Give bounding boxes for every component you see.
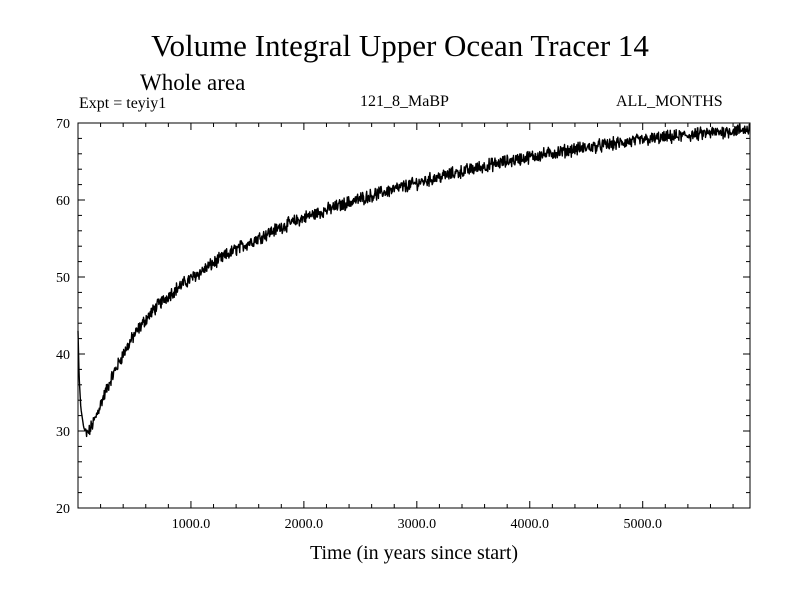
y-tick-label: 30 bbox=[56, 425, 70, 440]
plot-frame bbox=[77, 122, 751, 509]
y-tick-label: 60 bbox=[56, 194, 70, 209]
series-line bbox=[77, 123, 751, 438]
experiment-label: Expt = teyiy1 bbox=[79, 95, 167, 112]
chart-subtitle: Whole area bbox=[140, 70, 246, 95]
y-tick-label: 50 bbox=[56, 271, 70, 286]
x-tick-label: 5000.0 bbox=[623, 517, 662, 532]
months-label: ALL_MONTHS bbox=[616, 93, 723, 110]
x-axis-label: Time (in years since start) bbox=[309, 542, 519, 564]
run-label: 121_8_MaBP bbox=[360, 93, 449, 110]
y-tick-label: 40 bbox=[56, 348, 70, 363]
chart-title: Volume Integral Upper Ocean Tracer 14 bbox=[151, 28, 649, 63]
x-tick-label: 1000.0 bbox=[172, 517, 211, 532]
y-tick-label: 70 bbox=[56, 117, 70, 132]
x-tick-label: 4000.0 bbox=[511, 517, 550, 532]
x-tick-label: 2000.0 bbox=[285, 517, 324, 532]
y-tick-label: 20 bbox=[56, 502, 70, 517]
x-tick-label: 3000.0 bbox=[398, 517, 437, 532]
